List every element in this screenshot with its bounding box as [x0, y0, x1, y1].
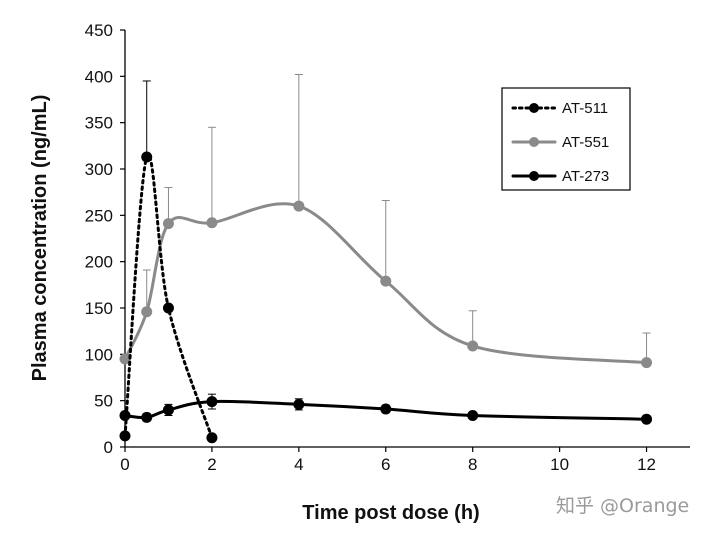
data-point	[380, 275, 392, 287]
x-tick-label: 12	[637, 455, 656, 474]
data-point	[380, 403, 392, 415]
legend-swatch-marker	[529, 103, 539, 113]
x-tick-label: 8	[468, 455, 477, 474]
data-point	[119, 430, 131, 442]
series-line	[123, 153, 214, 440]
legend-label: AT-511	[562, 100, 608, 117]
legend-box	[501, 87, 631, 191]
y-tick-label: 50	[94, 392, 113, 411]
series-at-273	[119, 393, 653, 425]
data-point	[641, 413, 653, 425]
data-point	[141, 306, 153, 318]
data-point	[119, 353, 131, 365]
y-tick-label: 100	[85, 345, 113, 364]
y-tick-label: 300	[85, 160, 113, 179]
data-point	[162, 404, 174, 416]
x-axis-title: Time post dose (h)	[302, 502, 479, 524]
series-at-551	[119, 73, 653, 369]
data-point	[467, 340, 479, 352]
axes	[124, 30, 690, 448]
y-tick-label: 350	[85, 114, 113, 133]
x-tick-label: 0	[120, 455, 129, 474]
data-point	[141, 151, 153, 163]
y-tick-label: 200	[85, 253, 113, 272]
x-axis-ticks: 0 2 4 6 8 10 12	[120, 447, 656, 474]
x-tick-label: 2	[207, 455, 216, 474]
x-tick-label: 10	[550, 455, 569, 474]
series-layer	[119, 73, 653, 444]
y-tick-label: 450	[85, 21, 113, 40]
y-axis-ticks: 0 50 100 150 200 250 300 350 400 450	[85, 21, 125, 457]
y-tick-label: 250	[85, 206, 113, 225]
data-point	[293, 200, 305, 212]
x-tick-label: 6	[381, 455, 390, 474]
data-point	[206, 217, 218, 229]
legend-label: AT-273	[562, 168, 609, 185]
data-point	[162, 218, 174, 230]
y-tick-label: 150	[85, 299, 113, 318]
data-point	[293, 398, 305, 410]
data-point	[206, 396, 218, 408]
data-point	[141, 411, 153, 423]
series-at-511	[119, 80, 218, 444]
data-point	[206, 432, 218, 444]
y-axis-title: Plasma concentration (ng/mL)	[29, 95, 51, 382]
y-tick-label: 400	[85, 67, 113, 86]
x-tick-label: 4	[294, 455, 303, 474]
legend-items: AT-511 AT-551 AT-273	[511, 100, 609, 185]
legend-swatch-marker	[529, 137, 539, 147]
legend: AT-511 AT-551 AT-273	[501, 87, 631, 191]
watermark-text: 知乎 @Orange	[556, 495, 689, 517]
data-point	[162, 302, 174, 314]
legend-label: AT-551	[562, 134, 609, 151]
legend-swatch-marker	[529, 171, 539, 181]
data-point	[467, 409, 479, 421]
data-point	[641, 357, 653, 369]
y-tick-label: 0	[104, 438, 113, 457]
